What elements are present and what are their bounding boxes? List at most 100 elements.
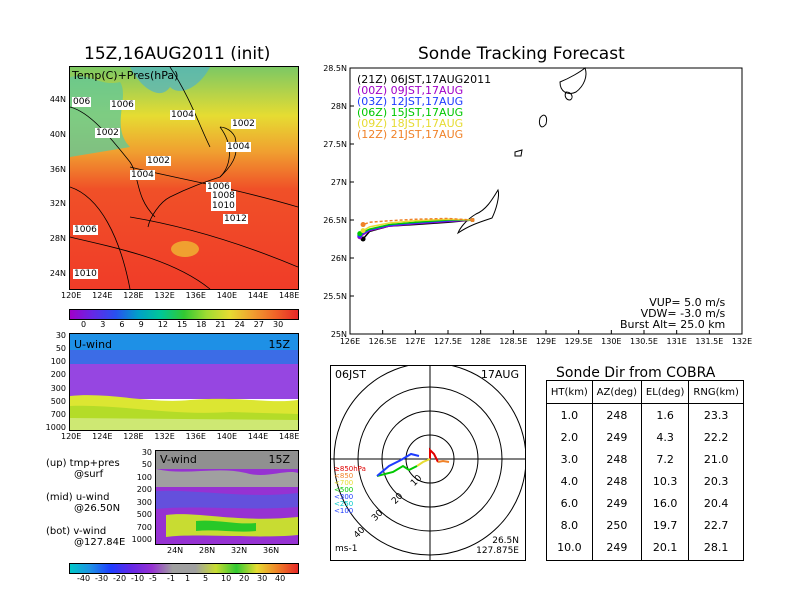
launch-params: VUP= 5.0 m/s VDW= -3.0 m/s Burst Alt= 25… xyxy=(620,297,725,330)
param-vdw: VDW= -3.0 m/s xyxy=(640,307,726,320)
x-tick-label: 127.5E xyxy=(434,337,462,346)
axis-tick-label: -1 xyxy=(167,574,175,583)
table-cell: 16.0 xyxy=(641,492,690,514)
axis-tick-label: 40 xyxy=(275,574,286,583)
table-cell: 19.7 xyxy=(641,514,690,536)
axis-tick-label: 136E xyxy=(185,432,206,441)
axis-tick-label: 124E xyxy=(92,432,113,441)
note-up: (up) tmp+pres xyxy=(46,458,120,469)
axis-tick-label: 136E xyxy=(185,291,206,300)
axis-tick-label: 36N xyxy=(263,546,280,555)
axis-tick-label: 700 xyxy=(136,522,152,532)
amami-island xyxy=(559,67,587,95)
panel-notes: (up) tmp+pres @surf (mid) u-wind @26.50N… xyxy=(46,458,125,548)
x-tick-label: 129E xyxy=(536,337,556,346)
axis-tick-label: 700 xyxy=(50,409,66,419)
table-title: Sonde Dir from COBRA xyxy=(556,365,716,381)
table-cell: 248 xyxy=(592,403,642,426)
axis-tick-label: 148E xyxy=(279,432,300,441)
isobar-label: 1006 xyxy=(73,225,98,235)
axis-tick-label: 50 xyxy=(141,460,152,470)
y-tick-label: 25.5N xyxy=(323,292,347,301)
left-title: 15Z,16AUG2011 (init) xyxy=(84,44,271,64)
polar-legend: ≥850hPa <850 <700 <500 <300 <250 <100 xyxy=(334,466,366,515)
temperature-map xyxy=(70,67,298,289)
x-tick-label: 128E xyxy=(471,337,491,346)
param-burst: Burst Alt= 25.0 km xyxy=(620,318,726,331)
launch-point xyxy=(470,218,475,222)
isobar-label: 1010 xyxy=(211,201,236,211)
table-cell: 249 xyxy=(592,426,642,448)
axis-tick-label: 6 xyxy=(119,320,125,329)
polar-legend-entry: <100 xyxy=(334,507,354,515)
table-cell: 20.4 xyxy=(703,496,729,510)
axis-tick-label: 30 xyxy=(141,448,152,457)
y-tick-label: 27N xyxy=(331,178,347,187)
axis-tick-label: 24N xyxy=(167,546,184,555)
table-cell: 21.0 xyxy=(703,452,729,466)
table-cell: 20.3 xyxy=(703,474,729,488)
x-tick-label: 132E xyxy=(732,337,752,346)
coastlines xyxy=(70,67,298,289)
axis-tick-label: 124E xyxy=(92,291,113,300)
param-vup: VUP= 5.0 m/s xyxy=(649,296,726,309)
table-cell: 250 xyxy=(592,514,642,536)
track-line xyxy=(359,219,473,238)
table-cell: 1.0 xyxy=(547,403,593,426)
axis-tick-label: -20 xyxy=(113,574,127,583)
legend-entry: (12Z) 21JST,17AUG xyxy=(357,128,464,141)
polar-plot xyxy=(331,366,525,560)
y-tick-label: 26N xyxy=(331,254,347,263)
x-tick-label: 131.5E xyxy=(695,337,723,346)
table-cell: 36.0 xyxy=(689,558,743,560)
y-tick-label: 25N xyxy=(331,330,347,339)
isobar-label: 006 xyxy=(72,97,92,107)
axis-tick-label: 120E xyxy=(61,291,82,300)
table-row: 10.0 249 20.1 28.1 xyxy=(547,536,743,558)
track-line xyxy=(362,217,473,226)
axis-tick-label: -10 xyxy=(131,574,145,583)
table-cell: 18.9 xyxy=(641,558,690,560)
v-wind-label: V-wind xyxy=(160,453,197,466)
table-cell: 249 xyxy=(592,492,642,514)
axis-tick-label: 10 xyxy=(221,574,232,583)
table-header: AZ(deg) xyxy=(592,381,642,404)
table-row: 4.0 248 10.3 20.3 xyxy=(547,470,743,492)
axis-tick-label: 20 xyxy=(239,574,250,583)
x-tick-label: 127E xyxy=(405,337,425,346)
axis-tick-label: 12 xyxy=(157,320,168,329)
isobar-label: 1004 xyxy=(130,170,155,180)
wind-colorbar xyxy=(69,563,299,574)
isobar-label: 1002 xyxy=(95,128,120,138)
axis-tick-label: 144E xyxy=(247,432,269,441)
axis-tick-label: 1 xyxy=(185,574,191,583)
y-tick-label: 28N xyxy=(331,102,347,111)
launch-point xyxy=(470,218,475,222)
x-tick-label: 130E xyxy=(601,337,621,346)
table-cell: 10.3 xyxy=(641,470,690,492)
polar-time-label: 06JST xyxy=(335,368,366,381)
isobar-label: 1002 xyxy=(146,156,171,166)
table-cell: 248 xyxy=(592,448,642,470)
track-line xyxy=(359,219,473,236)
polar-panel: 06JST 17AUG 10 20 30 40 ms-1 26.5N 127.8… xyxy=(330,365,526,561)
v-wind-section xyxy=(156,451,298,544)
small-island xyxy=(564,91,573,101)
table-cell: 4.3 xyxy=(641,426,690,448)
note-mid: (mid) u-wind xyxy=(46,492,110,503)
x-tick-label: 130.5E xyxy=(630,337,658,346)
axis-tick-label: 140E xyxy=(216,291,238,300)
axis-tick-label: 24 xyxy=(234,320,245,329)
axis-tick-label: 1000 xyxy=(45,423,66,432)
landing-point xyxy=(360,228,366,234)
table-cell: 23.3 xyxy=(703,408,729,422)
legend-entry: (00Z) 09JST,17AUG xyxy=(357,84,464,97)
axis-tick-label: 18 xyxy=(196,320,207,329)
axis-tick-label: 15 xyxy=(177,320,188,329)
axis-tick-label: 500 xyxy=(50,396,66,406)
note-up-sub: @surf xyxy=(74,469,104,480)
table-cell: 2.0 xyxy=(547,426,593,448)
launch-point xyxy=(470,218,475,222)
chart-legend: (21Z) 06JST,17AUG2011 (00Z) 09JST,17AUG (0… xyxy=(357,74,491,140)
table-cell: 10.0 xyxy=(547,536,593,558)
